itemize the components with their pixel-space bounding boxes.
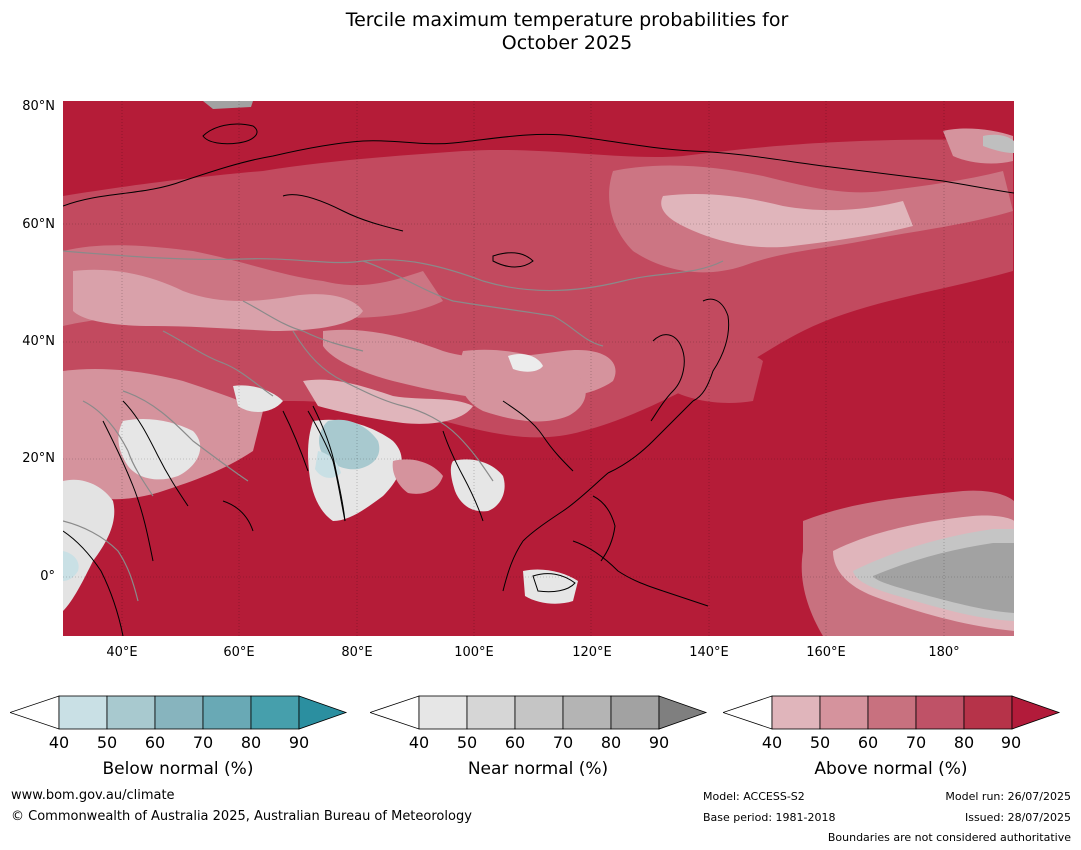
iran-near-normal <box>233 385 283 413</box>
website-link[interactable]: www.bom.gov.au/climate <box>11 788 175 803</box>
below-tick-70: 70 <box>192 733 214 752</box>
bay-of-bengal-above-50 <box>392 459 443 494</box>
africa-near-normal <box>63 479 115 611</box>
near-swatch-0 <box>418 695 468 730</box>
above-swatch-4 <box>963 695 1013 730</box>
arctic-near <box>983 134 1014 153</box>
near-tick-60: 60 <box>504 733 526 752</box>
title-line-2: October 2025 <box>501 32 633 54</box>
model-text: Model: ACCESS-S2 <box>703 790 805 803</box>
above-tick-40: 40 <box>761 733 783 752</box>
map-svg <box>63 101 1014 636</box>
colorbar-below-svg <box>10 695 348 730</box>
below-tick-40: 40 <box>48 733 70 752</box>
lon-label-60e: 60°E <box>223 645 255 660</box>
near-swatch-4 <box>610 695 660 730</box>
colorbar-above-svg <box>723 695 1061 730</box>
lon-label-180: 180° <box>928 645 960 660</box>
above-swatch-2 <box>867 695 917 730</box>
near-tick-40: 40 <box>408 733 430 752</box>
chart-title: Tercile maximum temperature probabilitie… <box>0 9 1081 55</box>
title-line-1: Tercile maximum temperature probabilitie… <box>345 9 789 31</box>
probability-contours <box>63 101 1014 636</box>
above-tick-70: 70 <box>905 733 927 752</box>
above-tick-50: 50 <box>809 733 831 752</box>
near-tick-50: 50 <box>456 733 478 752</box>
below-tick-80: 80 <box>240 733 262 752</box>
lon-label-120e: 120°E <box>572 645 612 660</box>
model-run-text: Model run: 26/07/2025 <box>945 790 1071 803</box>
copyright-text: © Commonwealth of Australia 2025, Austra… <box>11 809 472 824</box>
arabia-near-normal <box>118 419 201 480</box>
probability-map <box>63 101 1014 636</box>
india-light-below <box>315 451 341 478</box>
above-normal-label: Above normal (%) <box>814 759 968 779</box>
issued-text: Issued: 28/07/2025 <box>964 811 1071 824</box>
below-normal-label: Below normal (%) <box>102 759 254 779</box>
lon-label-160e: 160°E <box>806 645 846 660</box>
china-above-50 <box>459 349 586 422</box>
above-tick-60: 60 <box>857 733 879 752</box>
coastlines <box>63 123 1014 636</box>
below-tick-90: 90 <box>288 733 310 752</box>
above-tick-90: 90 <box>1000 733 1022 752</box>
near-normal-label: Near normal (%) <box>467 759 609 779</box>
near-swatch-3 <box>562 695 612 730</box>
near-tick-90: 90 <box>648 733 670 752</box>
india-below-normal <box>319 419 380 470</box>
arctic-ice-near <box>203 101 253 109</box>
east-siberia-above-50 <box>661 194 913 248</box>
below-tick-50: 50 <box>96 733 118 752</box>
north-china-near <box>508 354 543 372</box>
below-swatch-5 <box>298 695 348 730</box>
above-swatch-3 <box>915 695 965 730</box>
below-swatch-0 <box>58 695 108 730</box>
indochina-near-normal <box>450 459 505 512</box>
below-swatch-3 <box>202 695 252 730</box>
lon-label-140e: 140°E <box>689 645 729 660</box>
near-swatch-2 <box>514 695 564 730</box>
above-swatch-5 <box>1011 695 1061 730</box>
below-swatch-2 <box>154 695 204 730</box>
near-tick-70: 70 <box>552 733 574 752</box>
colorbar-near-svg <box>370 695 708 730</box>
above-tick-80: 80 <box>953 733 975 752</box>
above-swatch-1 <box>819 695 869 730</box>
central-asia-above-50 <box>73 269 363 331</box>
japan-above-70 <box>663 345 763 403</box>
lat-label-80n: 80°N <box>22 99 55 114</box>
lon-label-40e: 40°E <box>106 645 138 660</box>
near-swatch-5 <box>658 695 708 730</box>
lon-label-100e: 100°E <box>454 645 494 660</box>
lat-label-40n: 40°N <box>22 334 55 349</box>
near-swatch-1 <box>466 695 516 730</box>
lat-label-60n: 60°N <box>22 217 55 232</box>
country-borders <box>63 250 724 602</box>
africa-below-normal <box>63 551 79 581</box>
below-swatch-4 <box>250 695 300 730</box>
below-tick-60: 60 <box>144 733 166 752</box>
above-swatch-0 <box>771 695 821 730</box>
borneo-near <box>523 569 578 604</box>
disclaimer-text: Boundaries are not considered authoritat… <box>827 831 1071 844</box>
near-tick-80: 80 <box>600 733 622 752</box>
lat-label-20n: 20°N <box>22 451 55 466</box>
below-swatch-1 <box>106 695 156 730</box>
lon-label-80e: 80°E <box>341 645 373 660</box>
base-period-text: Base period: 1981-2018 <box>703 811 836 824</box>
lat-label-0: 0° <box>40 569 55 584</box>
pacific-near-normal-strong <box>873 543 1014 613</box>
graticule <box>63 101 1014 636</box>
